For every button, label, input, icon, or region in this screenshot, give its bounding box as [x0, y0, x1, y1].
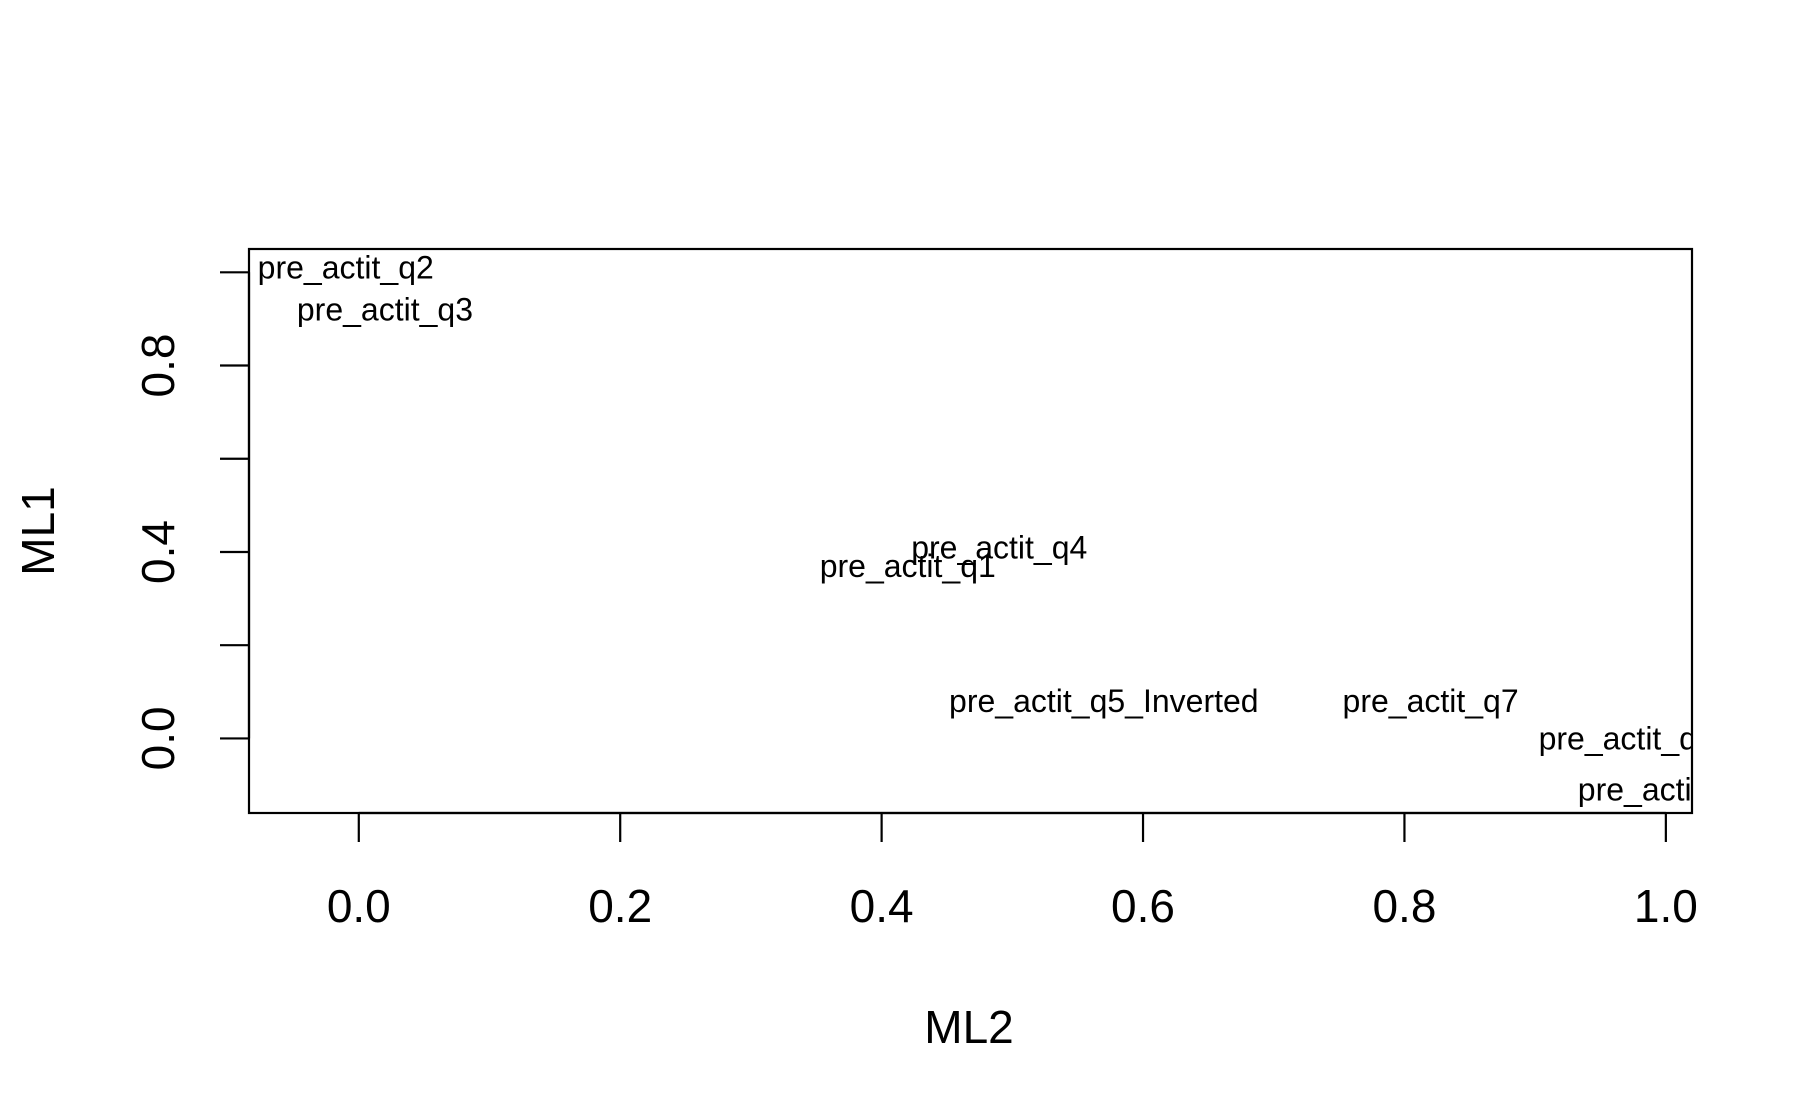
point-label: pre_actit_q8 — [1578, 772, 1754, 808]
point-label: pre_actit_q5_Inverted — [949, 683, 1259, 719]
point-label: pre_actit_q1 — [820, 548, 996, 584]
x-tick-label: 0.0 — [327, 880, 391, 932]
point-label: pre_actit_q6 — [1539, 720, 1715, 756]
x-tick-label: 1.0 — [1634, 880, 1698, 932]
x-tick-label: 0.6 — [1111, 880, 1175, 932]
y-tick-label: 0.0 — [132, 706, 184, 770]
x-axis: 0.0 0.2 0.4 0.6 0.8 1.0 — [327, 811, 1698, 932]
point-labels: pre_actit_q2pre_actit_q3pre_actit_q4pre_… — [258, 250, 1754, 808]
y-axis: 0.0 0.4 0.8 — [132, 271, 251, 770]
x-axis-label: ML2 — [924, 1001, 1013, 1053]
x-tick-label: 0.8 — [1372, 880, 1436, 932]
plot-frame — [247, 247, 1694, 815]
point-label: pre_actit_q3 — [297, 292, 473, 328]
x-tick-label: 0.2 — [588, 880, 652, 932]
point-label: pre_actit_q2 — [258, 250, 434, 286]
point-label: pre_actit_q7 — [1343, 683, 1519, 719]
point-label: pre_actit_q4 — [911, 529, 1087, 565]
y-axis-label: ML1 — [12, 486, 64, 575]
y-tick-label: 0.8 — [132, 334, 184, 398]
y-tick-label: 0.4 — [132, 520, 184, 584]
x-tick-label: 0.4 — [850, 880, 914, 932]
